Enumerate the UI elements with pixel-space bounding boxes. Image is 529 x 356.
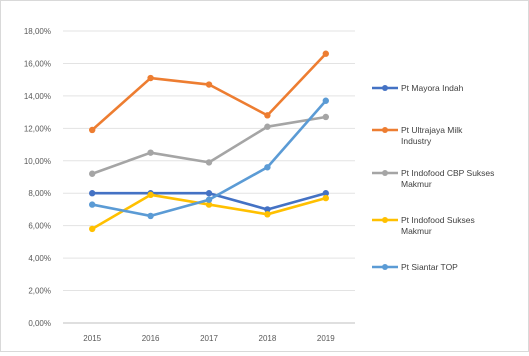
y-tick-label: 4,00% — [28, 254, 51, 263]
data-point — [205, 159, 213, 166]
x-tick-label: 2017 — [200, 334, 218, 343]
legend-label: Pt Indofood Sukses Makmur — [401, 215, 475, 236]
y-tick-label: 18,00% — [24, 27, 51, 36]
y-axis-tick-labels: 0,00% 2,00% 4,00% 6,00% 8,00% 10,00% 12,00% 14,… — [24, 27, 51, 328]
data-point — [147, 191, 154, 199]
series-4 — [89, 97, 329, 220]
legend: Pt Mayora Indah Pt Ultrajaya Milk Industry… — [372, 83, 494, 272]
legend-entry: Pt Ultrajaya Milk Industry — [372, 125, 463, 146]
data-point — [205, 81, 213, 88]
data-point — [322, 97, 329, 104]
data-point — [89, 126, 96, 134]
x-tick-label: 2016 — [142, 334, 160, 343]
y-tick-label: 12,00% — [24, 124, 51, 133]
data-point — [264, 112, 271, 119]
series-2 — [89, 113, 329, 177]
series-3 — [89, 191, 329, 233]
data-point — [322, 190, 329, 197]
data-point — [89, 190, 96, 197]
y-tick-label: 2,00% — [28, 287, 51, 296]
series-1 — [89, 50, 329, 134]
x-tick-label: 2019 — [317, 334, 335, 343]
legend-label: Pt Siantar TOP — [401, 262, 458, 272]
legend-entry: Pt Mayora Indah — [372, 83, 464, 93]
series-line — [90, 52, 328, 132]
gridlines — [63, 30, 355, 324]
legend-entry: Pt Siantar TOP — [372, 262, 458, 272]
legend-marker — [382, 85, 388, 91]
y-tick-label: 0,00% — [28, 319, 51, 328]
y-tick-label: 14,00% — [24, 92, 51, 101]
legend-marker — [382, 170, 388, 176]
x-tick-label: 2015 — [83, 334, 101, 343]
legend-marker — [382, 264, 388, 270]
y-tick-label: 6,00% — [28, 222, 51, 231]
data-point — [264, 164, 271, 171]
y-tick-label: 16,00% — [24, 59, 51, 68]
data-point — [264, 123, 271, 130]
data-point — [322, 50, 329, 57]
legend-marker — [382, 127, 388, 133]
legend-entry: Pt Indofood Sukses Makmur — [372, 215, 475, 236]
legend-label: Pt Indofood CBP Sukses Makmur — [401, 168, 494, 189]
series-lines — [89, 50, 329, 233]
y-tick-label: 8,00% — [28, 189, 51, 198]
data-point — [147, 149, 154, 156]
x-axis-tick-labels: 2015 2016 2017 2018 2019 — [83, 334, 335, 343]
data-point — [89, 201, 96, 208]
data-point — [322, 194, 329, 202]
y-tick-label: 10,00% — [24, 157, 51, 166]
x-tick-label: 2018 — [259, 334, 277, 343]
data-point — [147, 74, 154, 82]
data-point — [89, 225, 96, 233]
legend-entry: Pt Indofood CBP Sukses Makmur — [372, 168, 494, 189]
legend-label: Pt Ultrajaya Milk Industry — [401, 125, 463, 146]
data-point — [322, 113, 329, 121]
legend-marker — [382, 217, 388, 223]
data-point — [147, 212, 154, 220]
data-point — [264, 206, 271, 213]
line-chart: 0,00% 2,00% 4,00% 6,00% 8,00% 10,00% 12,00% 14,… — [24, 27, 495, 343]
data-point — [205, 196, 213, 203]
legend-label: Pt Mayora Indah — [401, 83, 464, 93]
data-point — [205, 190, 213, 197]
data-point — [89, 170, 96, 177]
data-point — [264, 211, 271, 218]
data-point — [205, 201, 213, 208]
